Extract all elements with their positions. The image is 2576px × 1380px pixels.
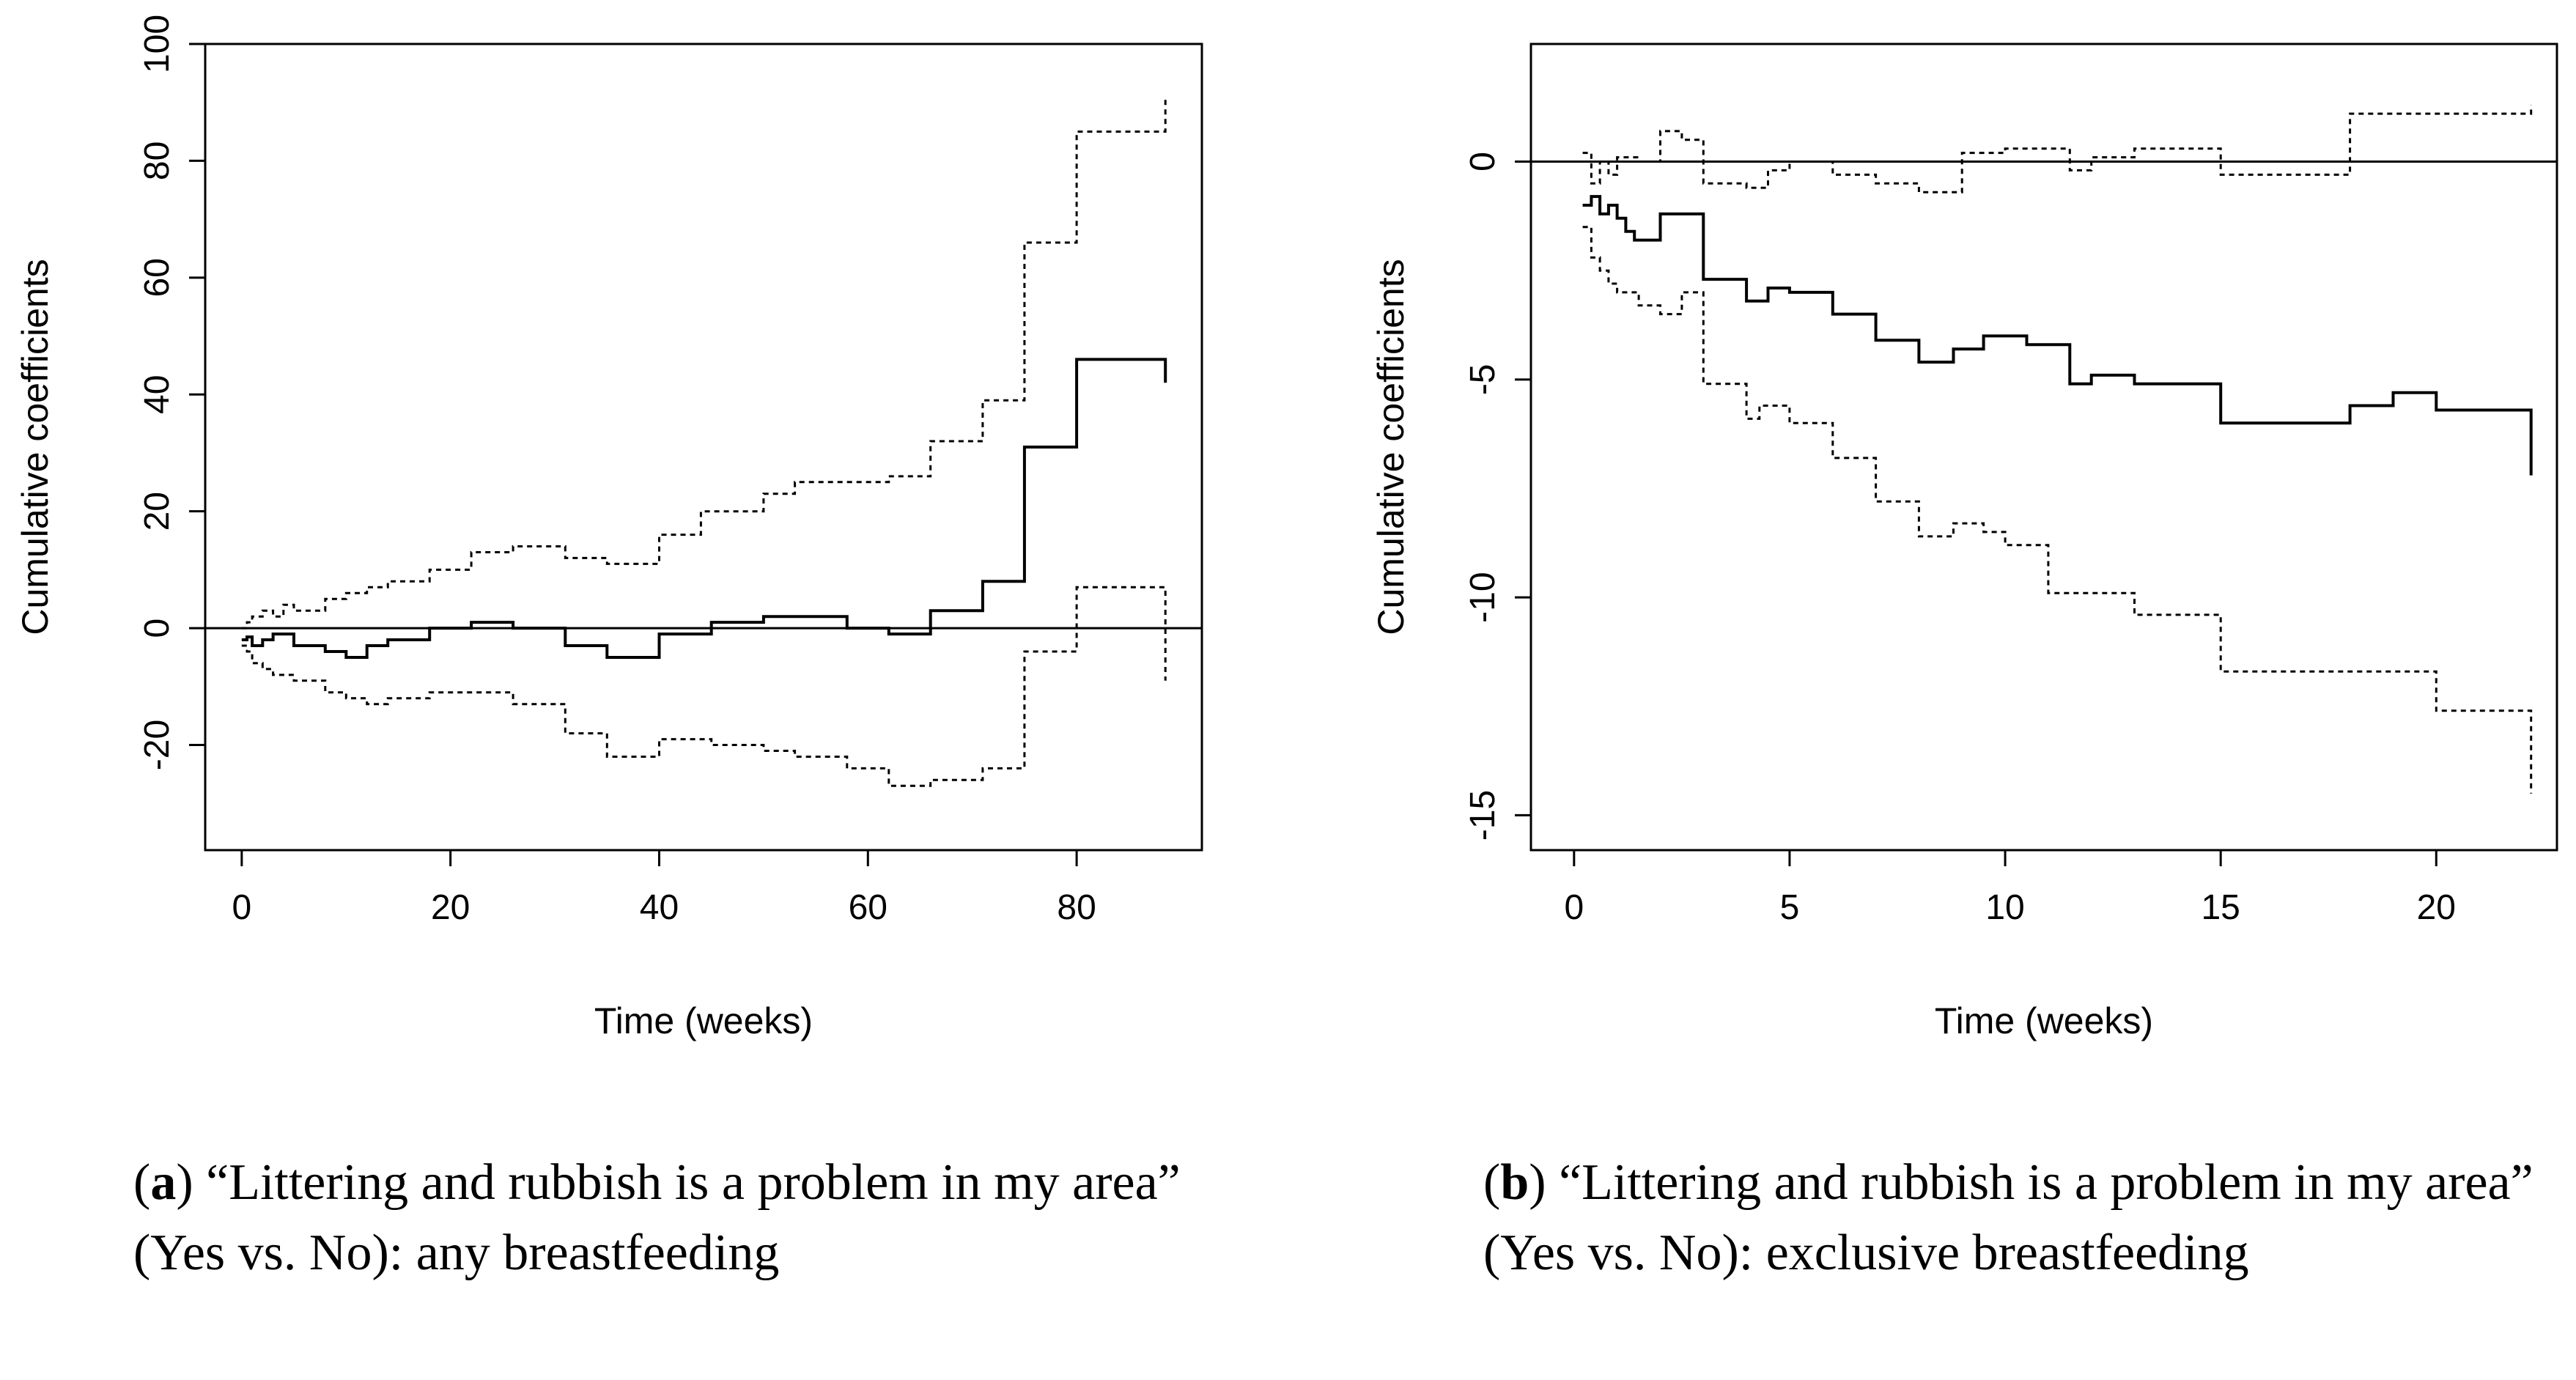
x-tick-label: 20	[2417, 888, 2456, 927]
panel-b: 0 5 10 15 20 -15 -10 -5 0 Time (weeks) Cumulative …	[1370, 43, 2558, 1041]
caption-a-text: “Littering and rubbish is a problem in m…	[133, 1154, 1181, 1281]
x-axis-title: Time (weeks)	[1935, 1000, 2153, 1041]
caption-b-text: “Littering and rubbish is a problem in m…	[1483, 1154, 2533, 1281]
caption-b-letter: b	[1500, 1154, 1529, 1211]
caption-b: (b) “Littering and rubbish is a problem …	[1483, 1154, 2533, 1281]
y-tick-label: -10	[1464, 572, 1502, 622]
series-estimate-line	[1582, 195, 2533, 476]
x-tick-label: 5	[1780, 888, 1800, 927]
y-tick-label: 40	[138, 375, 177, 414]
x-tick-label: 15	[2201, 888, 2240, 927]
y-tick-label: -20	[138, 720, 177, 770]
caption-a: (a) “Littering and rubbish is a problem …	[133, 1154, 1181, 1281]
x-tick-label: 80	[1057, 888, 1096, 927]
y-tick-label: 60	[138, 258, 177, 297]
x-tick-label: 20	[431, 888, 470, 927]
x-tick-label: 10	[1985, 888, 2024, 927]
x-tick-label: 0	[232, 888, 251, 927]
panel-a: 0 20 40 60 80 -20 0 20 40 60 80 100 Time (weeks) Cumu…	[15, 15, 1203, 1041]
series-lower-ci-line	[1582, 226, 2533, 794]
y-axis-title: Cumulative coefficients	[15, 259, 56, 635]
series-estimate-line	[241, 358, 1167, 659]
x-axis-title: Time (weeks)	[594, 1000, 813, 1041]
y-axis-title: Cumulative coefficients	[1370, 259, 1411, 635]
y-tick-label: 20	[138, 492, 177, 531]
caption-a-letter: a	[150, 1154, 177, 1211]
series-lower-ci-line	[241, 586, 1167, 787]
plot-frame	[1529, 43, 2558, 852]
y-tick-label: -15	[1464, 790, 1502, 841]
series-upper-ci-line	[241, 96, 1167, 630]
x-tick-label: 0	[1564, 888, 1584, 927]
y-tick-label: 80	[138, 141, 177, 180]
x-tick-label: 60	[849, 888, 887, 927]
y-tick-label: 100	[138, 15, 177, 73]
series-upper-ci-line	[1582, 105, 2533, 193]
y-tick-label: 0	[138, 619, 177, 638]
y-tick-label: 0	[1464, 152, 1502, 171]
y-tick-label: -5	[1464, 364, 1502, 395]
x-tick-label: 40	[640, 888, 679, 927]
